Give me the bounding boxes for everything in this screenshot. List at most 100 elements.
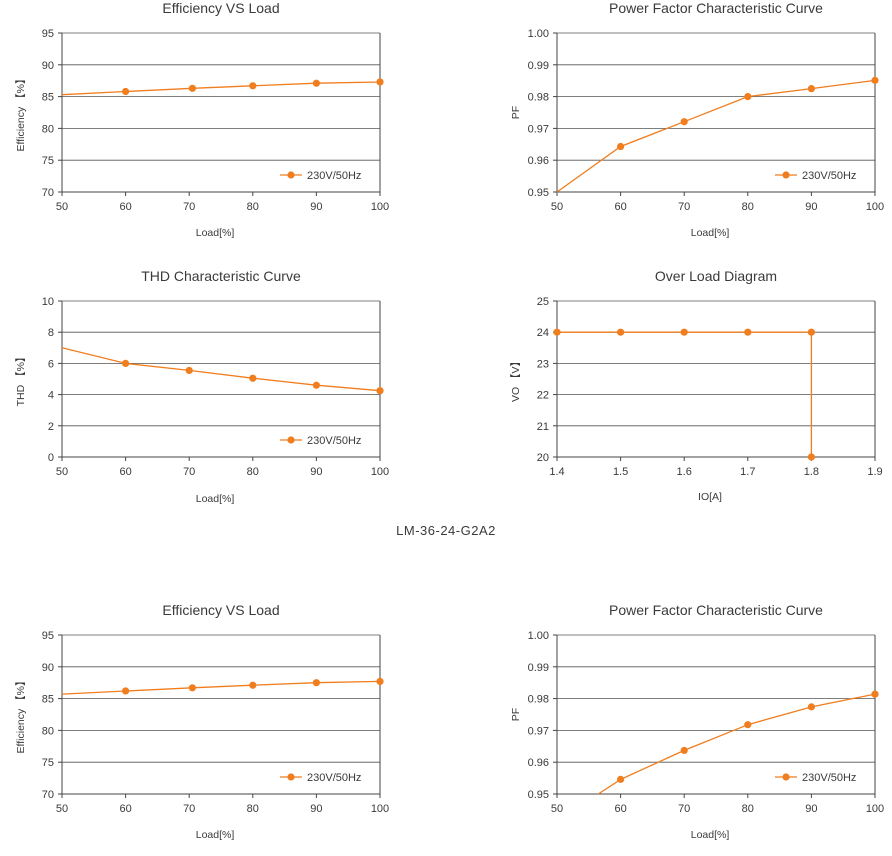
legend-marker [287,436,295,444]
x-axis-label: Load[%] [196,493,235,505]
x-tick-label: 50 [56,803,68,815]
y-tick-label: 0.98 [528,694,549,706]
data-point [122,359,130,367]
data-point [680,328,688,336]
x-tick-label: 1.4 [549,466,564,478]
y-tick-label: 23 [537,358,549,370]
y-tick-label: 85 [42,92,54,104]
y-tick-label: 0 [48,452,54,464]
y-axis-label: PF [510,708,522,721]
y-tick-label: 0.98 [528,92,549,104]
data-point [312,79,320,87]
y-tick-label: 70 [42,789,54,801]
x-tick-label: 90 [310,803,322,815]
y-axis-label: VO 【V】 [510,356,522,402]
x-tick-label: 90 [310,201,322,213]
y-tick-label: 25 [537,296,549,308]
y-tick-label: 1.00 [528,28,549,40]
data-point [312,679,320,687]
x-tick-label: 1.5 [613,466,628,478]
y-tick-label: 70 [42,187,54,199]
chart-title: Power Factor Characteristic Curve [609,0,823,16]
efficiency-chart-1: Efficiency VS Load 70 75 80 85 90 95 50 60 70 80 90… [0,0,400,250]
x-tick-label: 80 [247,803,259,815]
y-tick-label: 2 [48,421,54,433]
data-point [617,328,625,336]
data-point [188,84,196,92]
x-tick-label: 100 [866,803,884,815]
x-axis-label: Load[%] [691,829,730,841]
data-point [249,681,257,689]
series-line [597,693,876,795]
x-axis-label: Load[%] [196,829,235,841]
x-tick-label: 1.8 [804,466,819,478]
data-point [871,76,879,84]
y-tick-label: 0.95 [528,789,549,801]
x-tick-label: 50 [56,466,68,478]
x-tick-label: 80 [247,201,259,213]
chart-title: THD Characteristic Curve [141,268,301,284]
data-point [617,775,625,783]
x-tick-label: 90 [805,201,817,213]
y-tick-label: 0.95 [528,187,549,199]
chart-title: Power Factor Characteristic Curve [609,602,823,618]
data-point [807,328,815,336]
x-tick-label: 80 [742,201,754,213]
y-tick-label: 80 [42,123,54,135]
x-tick-label: 90 [805,803,817,815]
x-tick-label: 90 [310,466,322,478]
y-axis-label: PF [510,106,522,119]
x-tick-label: 60 [119,201,131,213]
legend-marker [782,171,790,179]
legend-label: 230V/50Hz [802,772,856,784]
data-point [376,677,384,686]
y-tick-label: 0.96 [528,757,549,769]
data-point [744,93,752,101]
x-tick-label: 70 [183,201,195,213]
x-tick-label: 50 [56,201,68,213]
chart-title: Over Load Diagram [655,268,777,284]
legend-marker [287,773,295,781]
y-tick-label: 20 [537,452,549,464]
x-tick-label: 50 [551,201,563,213]
data-point [744,328,752,336]
x-tick-label: 60 [119,803,131,815]
y-tick-label: 80 [42,725,54,737]
data-point [185,366,193,375]
x-axis-label: Load[%] [691,227,730,239]
x-tick-label: 70 [183,466,195,478]
x-tick-label: 70 [678,201,690,213]
series-line [61,680,381,695]
y-tick-label: 21 [537,421,549,433]
data-point [680,118,688,126]
y-tick-label: 90 [42,662,54,674]
data-point [744,721,752,729]
x-tick-label: 60 [614,201,626,213]
x-tick-label: 100 [371,466,389,478]
y-tick-label: 8 [48,327,54,339]
x-tick-label: 80 [742,803,754,815]
legend-label: 230V/50Hz [802,170,856,182]
over-load-chart-1: Over Load Diagram 20 21 22 23 24 25 1.4 1.5 1.6 1.… [490,268,892,514]
efficiency-chart-2: Efficiency VS Load 70 75 80 85 90 95 50 60 70 80 90… [0,600,400,856]
series-line [557,331,813,457]
y-tick-label: 75 [42,155,54,167]
legend-label: 230V/50Hz [307,170,361,182]
x-tick-label: 60 [614,803,626,815]
chart-title: Efficiency VS Load [162,0,279,16]
data-point [188,684,196,692]
power-factor-chart-1: Power Factor Characteristic Curve 0.95 0.9… [490,0,892,250]
data-point [617,142,625,151]
series-line [61,347,381,392]
data-point [122,87,130,96]
data-point [807,703,815,711]
x-tick-label: 80 [247,466,259,478]
y-tick-label: 10 [42,296,54,308]
legend-label: 230V/50Hz [307,435,361,447]
x-tick-label: 70 [183,803,195,815]
data-point [249,82,257,90]
data-point [807,453,815,461]
y-axis-label: Efficiency 【%】 [15,74,27,152]
y-tick-label: 95 [42,28,54,40]
y-tick-label: 0.96 [528,155,549,167]
